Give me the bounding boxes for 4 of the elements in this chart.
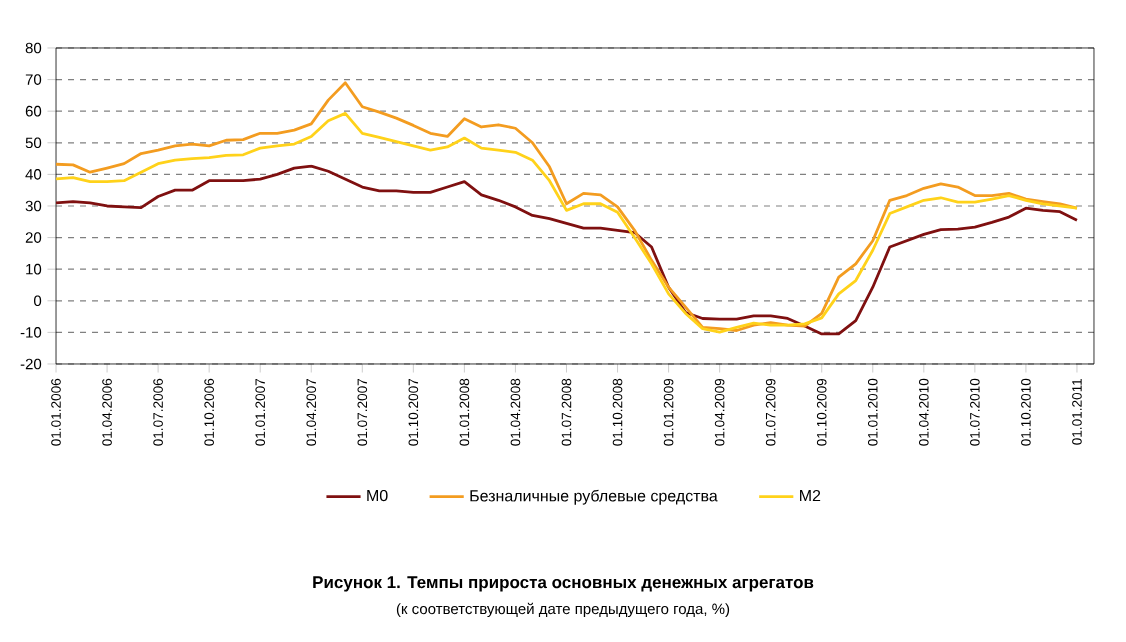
legend-label: М2 xyxy=(800,489,821,502)
legend-label: Безналичные рублевые средства xyxy=(470,489,718,505)
text: Рисунок 1. Темпы прироста основных денежных агрегатов xyxy=(313,576,814,592)
legend-label: М0 xyxy=(367,489,388,502)
